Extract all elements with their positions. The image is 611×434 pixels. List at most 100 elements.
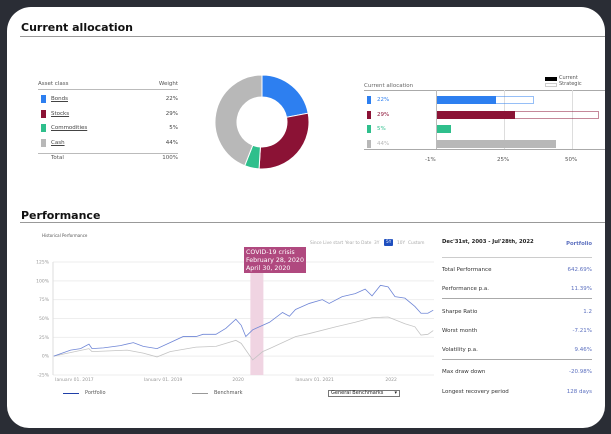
legend-portfolio-line: [63, 393, 79, 394]
stat-value: 642.69%: [567, 267, 592, 273]
stat-row: Total Performance 642.69%: [442, 267, 592, 279]
divider: [442, 359, 592, 360]
allocation-bar-row: 22%: [364, 95, 605, 105]
stats-column: Portfolio: [566, 241, 592, 247]
axis-line: [436, 90, 437, 149]
donut-slice-stocks[interactable]: [258, 112, 310, 170]
performance-chart: 125% 100% 75% 50% 25% 0% -25% January 01, 2017 J…: [36, 260, 434, 381]
divider: [20, 222, 605, 223]
asset-row: Commodities 5%: [38, 124, 178, 134]
asset-link[interactable]: Commodities: [51, 125, 88, 131]
gridline: [504, 90, 505, 149]
legend-strategic: Strategic: [559, 81, 582, 87]
divider: [442, 298, 592, 299]
asset-color-swatch: [41, 109, 46, 118]
stat-label: Performance p.a.: [442, 286, 489, 292]
range-tab[interactable]: 5Y: [384, 239, 394, 246]
benchmark-select-value: General Benchmarks: [331, 390, 384, 396]
stat-label: Max draw down: [442, 369, 486, 375]
series-portfolio: [53, 284, 434, 357]
y-tick-label: -25%: [37, 373, 49, 379]
y-tick-label: 50%: [39, 316, 50, 322]
stat-value: -7.21%: [572, 328, 592, 334]
range-tab[interactable]: 10Y: [397, 241, 406, 246]
asset-row: Cash 44%: [38, 138, 178, 149]
stat-label: Sharpe Ratio: [442, 309, 478, 315]
divider: [442, 257, 592, 258]
range-tab[interactable]: Year to Date: [345, 241, 372, 246]
y-tick-label: 0%: [42, 354, 50, 360]
current-bar: [437, 125, 451, 133]
bar-color-swatch: [367, 96, 371, 104]
donut-slice-bonds[interactable]: [261, 74, 309, 118]
divider: [38, 89, 178, 90]
bar-color-swatch: [367, 139, 371, 148]
series-benchmark: [53, 316, 434, 361]
total-value: 100%: [162, 155, 178, 161]
col-weight: Weight: [158, 81, 178, 87]
benchmark-select[interactable]: General Benchmarks ▾: [328, 390, 400, 397]
stat-row: Performance p.a. 11.39%: [442, 286, 592, 298]
legend-current-swatch: [545, 77, 557, 81]
asset-color-swatch: [41, 95, 46, 103]
asset-link[interactable]: Cash: [51, 139, 65, 146]
donut-slice-cash[interactable]: [214, 74, 263, 167]
stat-value: -20.98%: [569, 369, 592, 375]
allocation-bar-row: 44%: [364, 139, 605, 149]
annotation-start: February 28, 2020: [246, 257, 304, 264]
current-bar: [437, 110, 516, 119]
stat-row: Sharpe Ratio 1.2: [442, 309, 592, 321]
screen: Current allocation Asset class Weight Bo…: [7, 7, 605, 428]
stat-label: Total Performance: [442, 267, 492, 273]
stats-period: Dec'31st, 2003 - Jul'28th, 2022: [442, 239, 534, 245]
asset-row: Bonds 22%: [38, 95, 178, 105]
x-tick-label: 2022: [385, 377, 397, 381]
current-bar: [437, 96, 497, 104]
asset-link[interactable]: Stocks: [51, 110, 70, 117]
performance-title: Performance: [21, 209, 101, 222]
y-tick-label: 125%: [36, 260, 50, 266]
divider: [20, 36, 605, 37]
tick-label: 50%: [565, 157, 578, 163]
x-tick-label: January 01, 2021: [294, 377, 334, 381]
covid-annotation: COVID-19 crisis February 28, 2020 April …: [244, 247, 306, 273]
annotation-title: COVID-19 crisis: [246, 249, 295, 256]
asset-link[interactable]: Bonds: [51, 96, 68, 102]
legend-strategic-swatch: [545, 83, 557, 87]
stat-row: Worst month -7.21%: [442, 328, 592, 340]
covid-band: [250, 262, 264, 375]
y-tick-label: 25%: [39, 335, 50, 341]
stat-label: Volatility p.a.: [442, 347, 478, 353]
current-bar: [437, 139, 556, 148]
y-tick-label: 100%: [36, 278, 50, 284]
legend-current: Current: [559, 75, 578, 81]
chevron-down-icon: ▾: [394, 390, 397, 396]
chart-title: Historical Performance: [42, 233, 88, 238]
divider: [364, 90, 605, 91]
stat-label: Longest recovery period: [442, 389, 509, 395]
asset-weight: 5%: [169, 125, 178, 131]
divider: [364, 149, 605, 150]
stat-value: 11.39%: [571, 286, 592, 292]
annotation-end: April 30, 2020: [246, 265, 291, 272]
stat-label: Worst month: [442, 328, 478, 334]
x-tick-label: 2020: [232, 377, 244, 381]
range-tab[interactable]: Custom: [408, 241, 425, 246]
x-tick-label: January 01, 2017: [54, 377, 94, 381]
range-tab[interactable]: Since Live start: [310, 241, 344, 246]
bar-color-swatch: [367, 125, 371, 133]
range-tab[interactable]: 3Y: [374, 241, 380, 246]
legend-portfolio[interactable]: Portfolio: [85, 390, 106, 396]
stat-value: 128 days: [566, 389, 592, 395]
total-label: Total: [51, 155, 64, 161]
stat-row: Longest recovery period 128 days: [442, 389, 592, 401]
allocation-donut-chart: [214, 74, 310, 170]
asset-row: Stocks 29%: [38, 109, 178, 120]
legend-benchmark[interactable]: Benchmark: [214, 390, 243, 396]
bars-title: Current allocation: [364, 83, 414, 89]
gridline: [572, 90, 573, 149]
allocation-bar-row: 29%: [364, 110, 605, 120]
x-tick-label: January 01, 2019: [143, 377, 183, 381]
asset-color-swatch: [41, 138, 46, 147]
asset-weight: 22%: [165, 96, 178, 102]
